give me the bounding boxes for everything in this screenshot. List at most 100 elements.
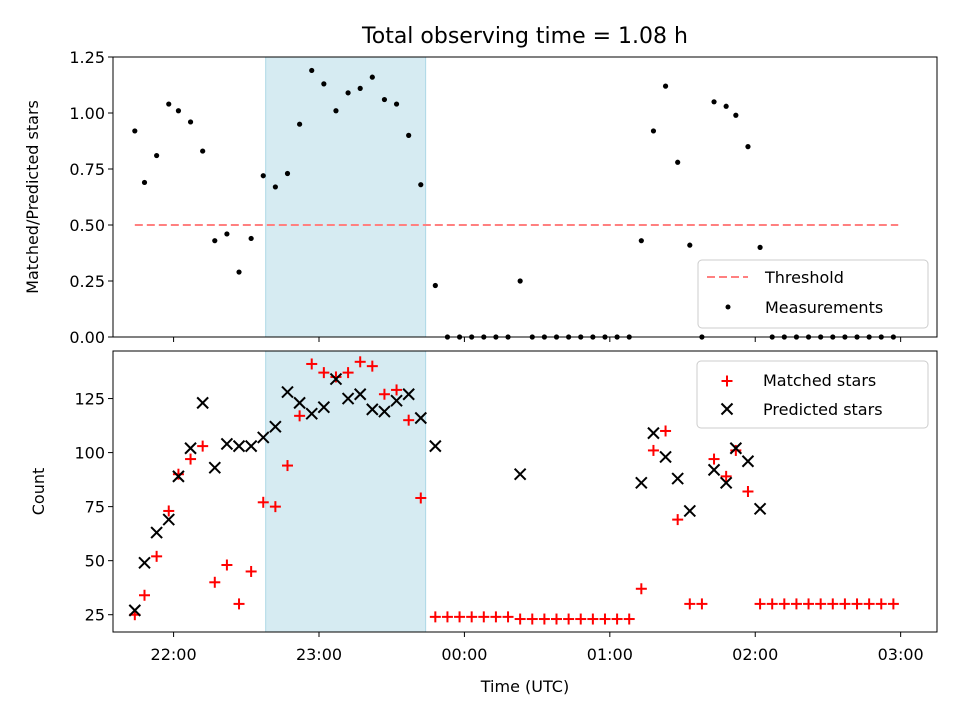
matched-point [851, 598, 863, 610]
predicted-points [128, 372, 767, 617]
matched-point [684, 598, 696, 610]
predicted-point [390, 394, 403, 407]
legend-predicted-swatch [720, 402, 734, 416]
y-tick-label: 1.25 [69, 48, 105, 67]
matched-point [429, 611, 441, 623]
measurement-point [284, 170, 291, 177]
matched-point [815, 598, 827, 610]
measurement-point [675, 159, 681, 165]
matched-point [766, 598, 778, 610]
top-panel-frame [112, 56, 938, 338]
predicted-point-b [172, 470, 185, 483]
predicted-point-b [647, 426, 660, 440]
matched-point [151, 550, 163, 562]
x-tick-label: 01:00 [587, 645, 633, 664]
predicted-point-b [635, 476, 648, 490]
y-tick-label: 0.00 [69, 328, 105, 347]
matched-point [887, 598, 899, 610]
matched-point [306, 358, 318, 370]
top-chart-title: Total observing time = 1.08 h [361, 24, 688, 49]
predicted-point [196, 396, 209, 410]
predicted-point [269, 420, 282, 433]
bottom-panel-frame [112, 350, 938, 633]
matched-point [378, 388, 390, 400]
predicted-point [208, 461, 221, 474]
matched-point [185, 453, 197, 465]
matched-point [415, 492, 427, 504]
matched-point [635, 583, 647, 595]
matched-point [551, 613, 563, 625]
predicted-point-b [232, 439, 246, 453]
measurement-point [418, 182, 424, 188]
x-tick-label: 03:00 [878, 645, 924, 664]
predicted-point [150, 526, 163, 539]
matched-point [221, 559, 233, 571]
matched-point [672, 514, 684, 526]
predicted-point-b [671, 472, 684, 485]
measurement-point [200, 148, 206, 154]
predicted-point [244, 439, 258, 453]
measurement-point [662, 83, 669, 89]
matched-point [839, 598, 851, 610]
matched-point [502, 611, 514, 623]
top-y-axis-label: Matched/Predicted stars [23, 100, 42, 294]
matched-point [696, 598, 708, 610]
predicted-point [513, 468, 527, 481]
predicted-point [281, 385, 294, 399]
measurement-point [309, 67, 315, 74]
legend-matched-marker [721, 375, 733, 387]
measurement-point [432, 282, 438, 289]
top-y-ticks: 0.00 0.25 0.50 0.75 1.00 1.25 [69, 48, 113, 347]
predicted-point-b [513, 468, 527, 481]
matched-point [587, 613, 599, 625]
measurement-point [733, 112, 739, 118]
legend-measurements-swatch [725, 304, 731, 310]
matched-point [245, 565, 257, 577]
measurement-point [393, 101, 400, 107]
matched-point [197, 440, 209, 452]
predicted-point [729, 442, 743, 455]
predicted-point-b [257, 431, 270, 444]
matched-point [599, 613, 611, 625]
predicted-point [162, 513, 175, 526]
matched-points [129, 356, 899, 625]
predicted-point-b [753, 502, 767, 515]
measurement-point [187, 119, 194, 125]
predicted-point-b [293, 396, 306, 410]
predicted-point [293, 396, 306, 410]
y-tick-label: 25 [85, 606, 105, 625]
predicted-point-b [305, 407, 318, 420]
bottom-legend-box [696, 360, 929, 429]
measurement-point [224, 231, 230, 237]
matched-point [575, 613, 587, 625]
measurement-point [321, 81, 327, 87]
predicted-point-b [414, 411, 427, 425]
measurement-point [357, 85, 363, 91]
predicted-point [429, 439, 442, 453]
y-tick-label: 100 [74, 444, 105, 463]
predicted-point [671, 472, 684, 485]
measurement-point [745, 144, 751, 150]
bottom-x-ticks: 22:00 23:00 00:00 01:00 02:00 03:00 [151, 632, 924, 664]
predicted-point [707, 463, 721, 477]
predicted-point-b [162, 513, 175, 526]
predicted-point-b [329, 372, 343, 386]
matched-point [172, 468, 184, 480]
measurement-point [711, 99, 717, 105]
matched-point [754, 598, 766, 610]
matched-point [391, 384, 403, 396]
predicted-point-b [729, 442, 743, 455]
matched-point [790, 598, 802, 610]
predicted-point [257, 431, 270, 444]
x-tick-label: 02:00 [732, 645, 778, 664]
matched-point [354, 356, 366, 368]
predicted-point [353, 388, 367, 401]
matched-point [478, 611, 490, 623]
predicted-point-b [138, 556, 151, 570]
matched-point [233, 598, 245, 610]
top-x-ticks [173, 337, 902, 342]
measurement-point [687, 242, 693, 248]
matched-point [466, 611, 478, 623]
y-tick-label: 0.25 [69, 272, 105, 291]
